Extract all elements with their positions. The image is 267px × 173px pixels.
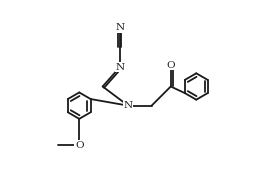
Text: N: N <box>115 24 124 33</box>
Text: O: O <box>166 61 175 70</box>
Text: N: N <box>115 63 124 72</box>
Text: N: N <box>124 101 133 110</box>
Text: O: O <box>75 140 84 149</box>
